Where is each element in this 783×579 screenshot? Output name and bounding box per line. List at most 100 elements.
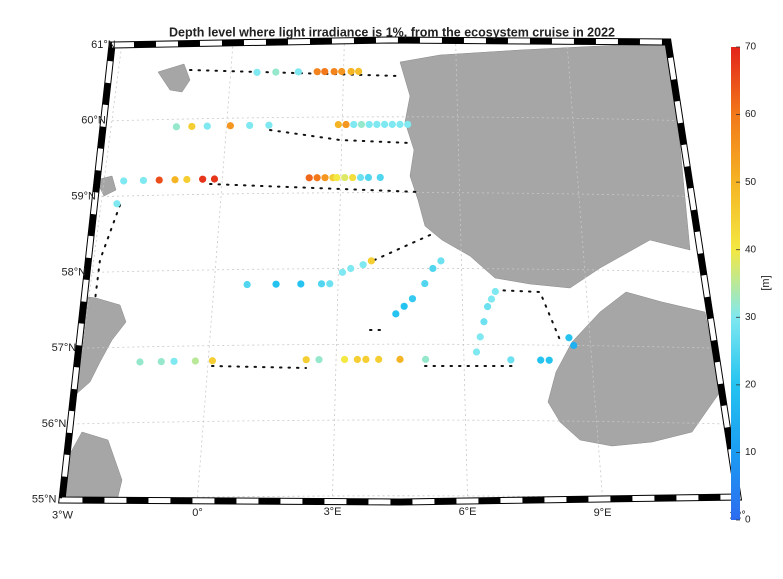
station-marker xyxy=(429,264,437,273)
station-marker xyxy=(396,355,404,363)
station-marker xyxy=(347,67,355,76)
station-marker xyxy=(321,68,329,76)
cruise-tracks xyxy=(94,69,561,369)
lon-label: 0° xyxy=(192,507,203,519)
station-marker xyxy=(246,121,254,130)
lon-label: 3°E xyxy=(324,506,342,518)
station-marker xyxy=(400,302,408,310)
grid-line xyxy=(197,42,234,498)
station-marker xyxy=(472,348,481,356)
station-marker xyxy=(480,318,488,326)
station-marker xyxy=(491,287,499,296)
station-marker xyxy=(396,120,404,128)
shetland xyxy=(157,63,191,93)
station-marker xyxy=(388,120,396,128)
track xyxy=(211,365,307,369)
grid-line xyxy=(111,116,689,122)
station-marker xyxy=(437,257,445,265)
station-marker xyxy=(155,176,163,184)
lat-label: 58°N xyxy=(62,266,87,278)
station-marker xyxy=(373,120,381,129)
station-marker xyxy=(565,334,573,342)
station-marker xyxy=(362,355,370,364)
track xyxy=(209,183,421,193)
grid-line xyxy=(82,343,718,349)
station-marker xyxy=(570,341,578,349)
station-marker xyxy=(342,120,350,129)
station-marker xyxy=(302,356,310,364)
station-marker xyxy=(305,174,313,182)
england xyxy=(62,431,123,502)
station-marker xyxy=(313,174,321,182)
station-marker xyxy=(188,122,196,131)
station-marker xyxy=(199,175,207,183)
lon-label: 6°E xyxy=(459,506,477,518)
grid-line xyxy=(332,41,345,496)
orkney xyxy=(95,175,117,197)
station-marker xyxy=(170,357,178,365)
grid-line xyxy=(566,42,603,498)
colorbar-tick-label: 10 xyxy=(745,447,757,458)
station-marker xyxy=(338,67,346,76)
station-marker xyxy=(297,280,305,288)
station-marker xyxy=(272,280,280,288)
station-marker xyxy=(333,174,341,182)
station-marker xyxy=(353,355,361,364)
station-marker xyxy=(350,120,358,129)
station-marker xyxy=(355,67,363,76)
station-marker xyxy=(113,200,121,208)
colorbar: [m] 0 10 20 30 40 50 60 70 xyxy=(731,42,772,526)
track xyxy=(94,204,121,301)
station-marker xyxy=(243,280,251,289)
grid-line xyxy=(72,419,728,425)
station-marker xyxy=(317,280,326,288)
track xyxy=(369,234,431,263)
station-marker xyxy=(171,176,179,184)
land xyxy=(62,41,721,502)
lat-label: 60°N xyxy=(81,115,106,127)
station-marker xyxy=(226,122,234,130)
colorbar-tick-label: 60 xyxy=(745,109,757,120)
station-marker xyxy=(330,67,338,76)
station-marker xyxy=(294,68,303,76)
graticule-labels: 61°N 60°N 59°N 58°N 57°N 56°N 55°N 3°W 0° 3°E 6°E 9… xyxy=(32,39,746,522)
station-marker xyxy=(210,175,219,183)
station-marker xyxy=(487,295,496,303)
station-marker xyxy=(507,356,515,364)
lat-label: 56°N xyxy=(42,418,67,430)
lon-label: 3°W xyxy=(52,510,74,522)
colorbar-tick-label: 0 xyxy=(745,515,751,526)
map-title: Depth level where light irradiance is 1%… xyxy=(169,25,615,39)
station-marker xyxy=(326,280,334,288)
station-marker xyxy=(334,120,342,129)
station-marker xyxy=(367,257,375,265)
station-marker xyxy=(321,174,329,182)
station-marker xyxy=(347,264,355,273)
stations xyxy=(113,67,578,366)
station-marker xyxy=(172,123,181,131)
lat-label: 57°N xyxy=(52,342,77,354)
lat-label: 55°N xyxy=(32,494,57,506)
grid-line xyxy=(101,192,699,197)
station-marker xyxy=(404,120,412,128)
station-marker xyxy=(359,261,367,269)
station-marker xyxy=(341,173,349,182)
station-marker xyxy=(157,357,165,366)
station-marker xyxy=(191,357,199,365)
station-marker xyxy=(357,120,366,129)
station-marker xyxy=(365,120,373,129)
station-marker xyxy=(340,355,349,364)
colorbar-tick-label: 20 xyxy=(745,379,757,390)
colorbar-scale xyxy=(731,47,740,520)
station-marker xyxy=(421,355,430,363)
lat-label: 59°N xyxy=(71,191,96,203)
station-marker xyxy=(483,303,492,311)
station-marker xyxy=(139,176,148,185)
station-marker xyxy=(375,355,383,363)
colorbar-tick-label: 40 xyxy=(745,244,757,255)
station-marker xyxy=(376,173,384,182)
track xyxy=(189,69,401,77)
station-marker xyxy=(208,357,217,365)
station-marker xyxy=(265,121,273,129)
colorbar-tick-label: 50 xyxy=(745,177,757,188)
